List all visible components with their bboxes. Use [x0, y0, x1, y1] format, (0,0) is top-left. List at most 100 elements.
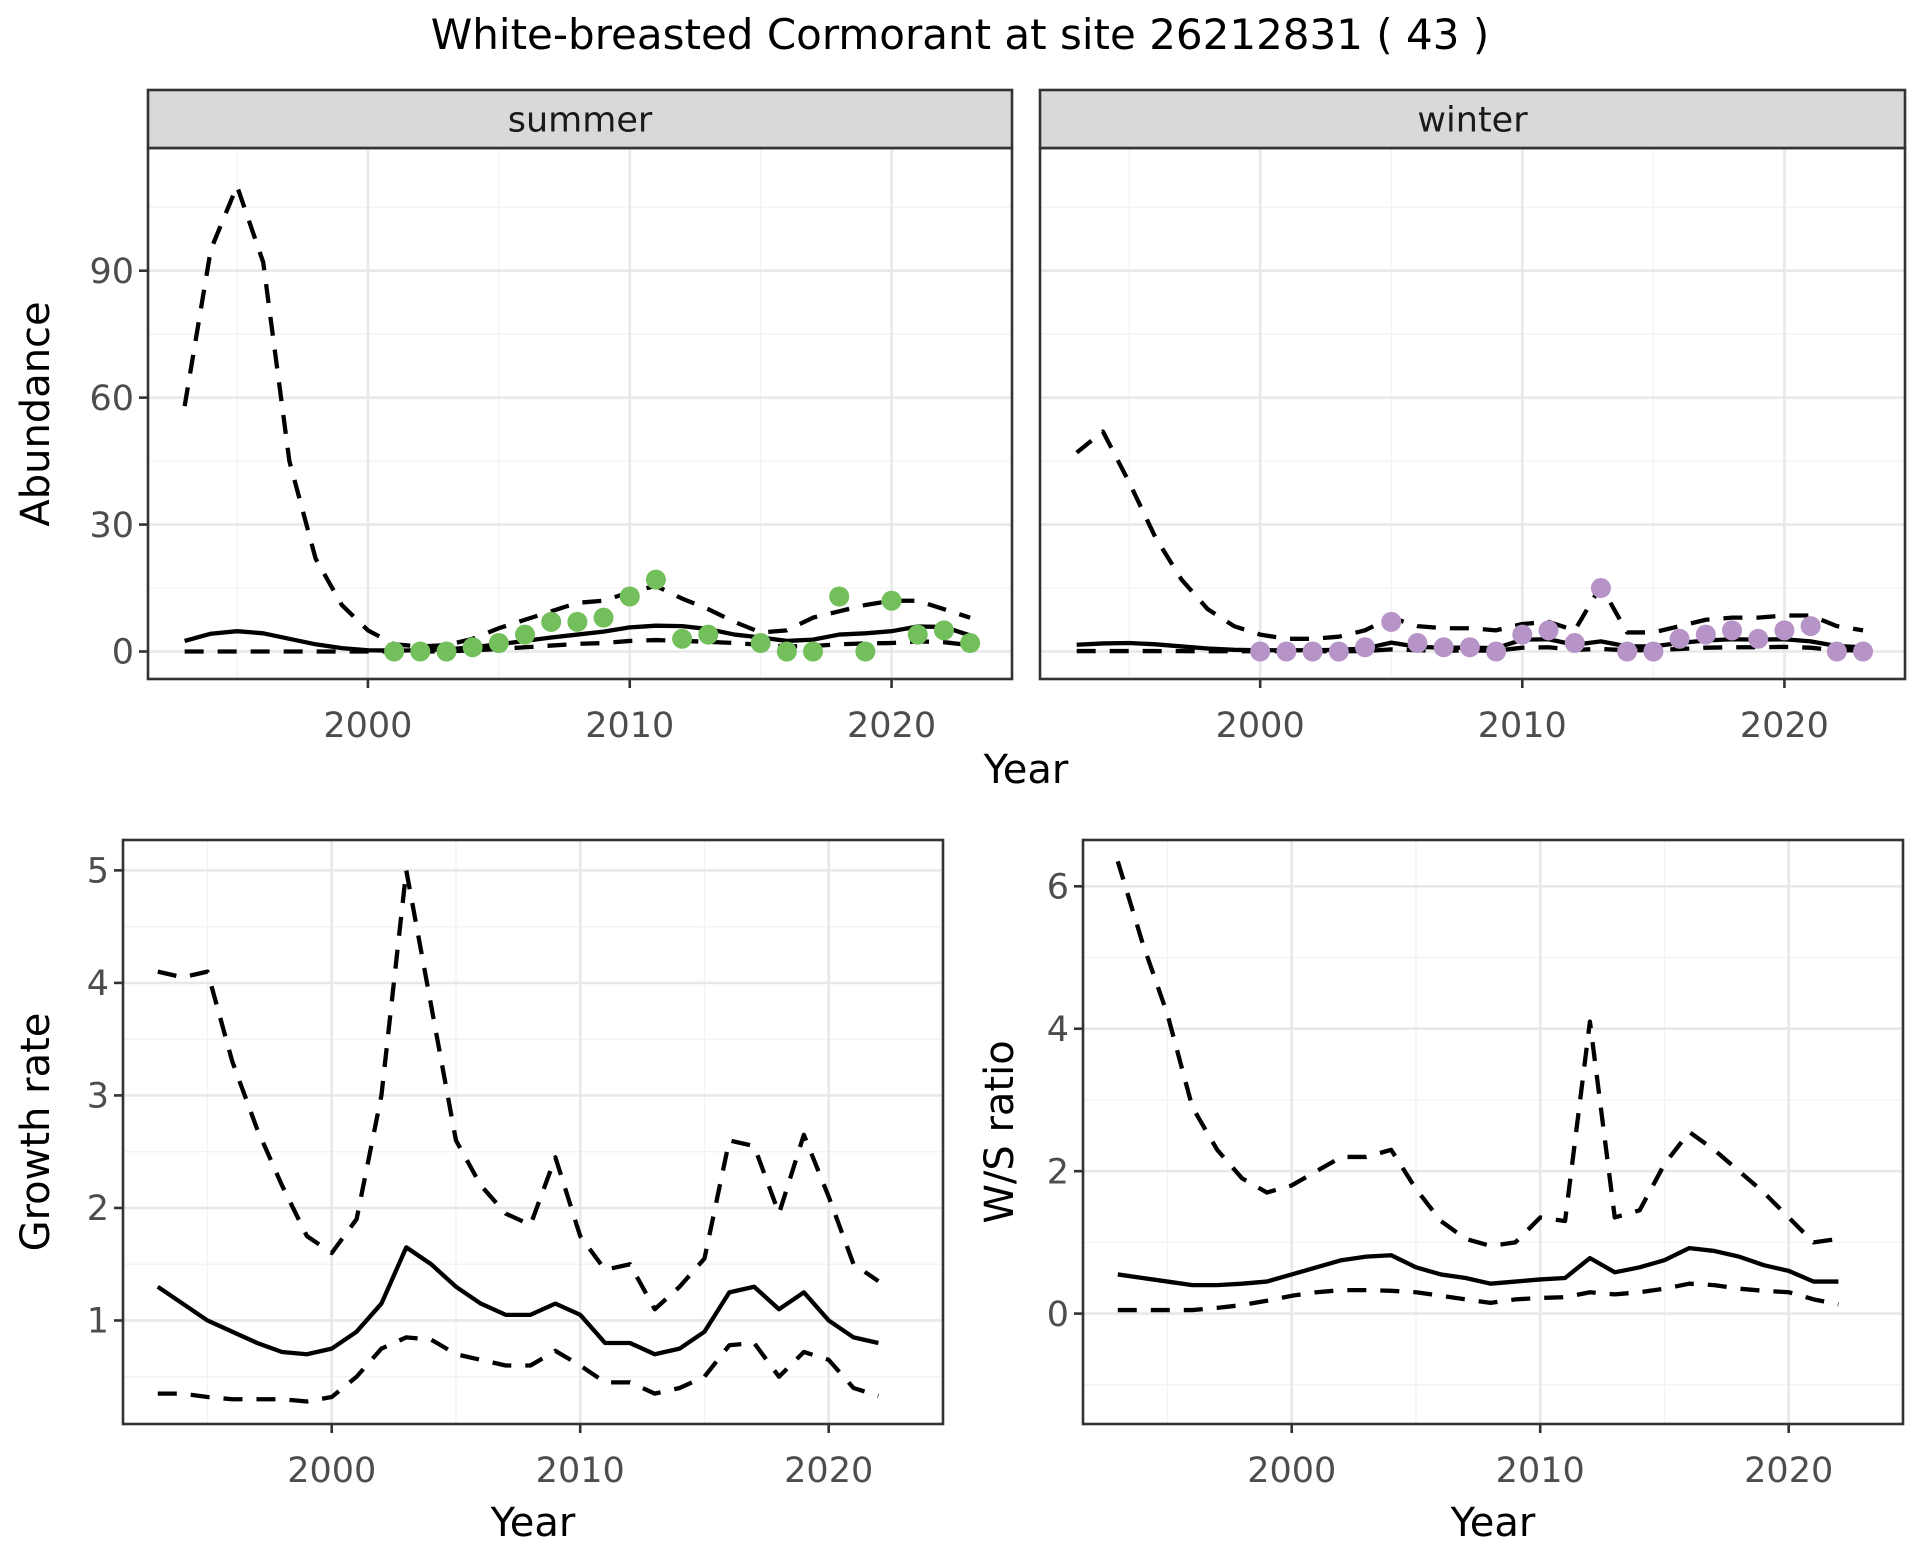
x-tick-label: 2020	[1744, 1451, 1833, 1491]
observed-point	[593, 607, 614, 628]
panel-background	[123, 840, 943, 1424]
x-tick-label: 2010	[1478, 706, 1567, 746]
series-upper-ci-line	[157, 868, 880, 1312]
growth-rate-axis-title: Growth rate	[13, 1012, 59, 1252]
facet-strip-label: summer	[508, 101, 653, 141]
y-tick-label: 60	[89, 379, 134, 419]
observed-point	[1722, 620, 1742, 641]
y-tick-label: 2	[1047, 1152, 1069, 1192]
x-tick-label: 2020	[847, 706, 936, 746]
panel-abundance-winter: 2000 2010 2020 winter	[1038, 88, 1907, 746]
series-group	[182, 183, 981, 662]
facet-strip-label: winter	[1417, 101, 1528, 141]
observed-point	[1407, 633, 1428, 654]
observed-point	[698, 624, 719, 645]
observed-point	[1433, 637, 1454, 658]
x-tick-label: 2000	[287, 1451, 376, 1491]
observed-point	[1800, 616, 1821, 637]
observed-point	[645, 569, 666, 590]
y-tick-label: 0	[112, 633, 134, 673]
series-upper-ci-line	[1075, 429, 1864, 641]
observed-point	[1617, 641, 1638, 662]
y-tick-label: 5	[87, 852, 109, 892]
panel-abundance-summer: 2000 2010 2020 0 30 60 90 summer	[89, 88, 1014, 746]
observed-point	[410, 641, 431, 662]
observed-point	[1748, 628, 1769, 649]
panel-background	[148, 148, 1012, 679]
observed-point	[672, 628, 693, 649]
observed-point	[803, 641, 824, 662]
observed-point	[776, 641, 797, 662]
series-group	[1115, 860, 1839, 1313]
abundance-axis-title: Abundance	[13, 301, 59, 527]
observed-point	[855, 641, 876, 662]
observed-point	[462, 637, 483, 658]
observed-point	[1643, 641, 1664, 662]
year-axis-title-top: Year	[983, 747, 1069, 793]
y-tick-label: 2	[87, 1189, 109, 1229]
series-upper-ci-line	[182, 183, 971, 649]
panel-background	[1083, 840, 1903, 1424]
series-upper-ci-line	[1115, 860, 1839, 1249]
panel-growth-rate: 2000 2010 2020 1 2 3 4 5	[87, 838, 945, 1491]
y-tick-label: 30	[89, 506, 134, 546]
observed-point	[488, 633, 509, 654]
observed-point	[960, 633, 981, 654]
y-tick-label: 1	[87, 1302, 109, 1342]
observed-point	[750, 633, 771, 654]
x-tick-label: 2010	[1496, 1451, 1585, 1491]
x-tick-label: 2010	[585, 706, 674, 746]
observed-point	[1564, 633, 1585, 654]
panel-ws-ratio: 2000 2010 2020 0 2 4 6	[1047, 838, 1905, 1491]
x-tick-label: 2010	[536, 1451, 625, 1491]
series-fit-line	[1117, 1245, 1839, 1288]
ws-ratio-axis-title: W/S ratio	[977, 1040, 1023, 1224]
series-lower-ci-line	[157, 1335, 880, 1404]
observed-point	[1302, 641, 1323, 662]
series-group	[156, 868, 880, 1404]
y-tick-label: 90	[89, 252, 134, 292]
y-tick-label: 4	[1047, 1010, 1069, 1050]
x-tick-label: 2020	[1740, 706, 1829, 746]
observed-point	[1355, 637, 1376, 658]
facet-strip	[1038, 88, 1907, 150]
observed-point	[619, 586, 640, 607]
observed-point	[1695, 624, 1716, 645]
observed-point	[933, 620, 954, 641]
y-tick-label: 4	[87, 964, 109, 1004]
observed-point	[1381, 611, 1402, 632]
panel-border	[121, 838, 945, 1426]
observed-point	[1774, 620, 1795, 641]
facet-strip	[146, 88, 1014, 150]
series-group	[1075, 429, 1874, 662]
observed-point	[907, 624, 928, 645]
x-tick-label: 2000	[1216, 706, 1305, 746]
observed-point	[1250, 641, 1271, 662]
observed-point	[881, 590, 902, 611]
observed-point	[1590, 578, 1611, 599]
observed-point	[1328, 641, 1349, 662]
observed-point	[1486, 641, 1507, 662]
observed-point	[1459, 637, 1480, 658]
x-tick-label: 2000	[323, 706, 412, 746]
series-fit-line	[156, 1245, 879, 1357]
observed-point	[1669, 628, 1690, 649]
observed-point	[436, 641, 457, 662]
y-tick-label: 3	[87, 1077, 109, 1117]
observed-point	[541, 611, 562, 632]
year-axis-title-ws: Year	[1450, 1500, 1536, 1546]
observed-point	[1826, 641, 1847, 662]
observed-point	[1853, 641, 1874, 662]
panel-background	[1040, 148, 1905, 679]
year-axis-title-growth: Year	[490, 1500, 576, 1546]
observed-point	[1538, 620, 1559, 641]
observed-point	[567, 611, 588, 632]
y-tick-label: 0	[1047, 1295, 1069, 1335]
observed-point	[515, 624, 536, 645]
y-tick-label: 6	[1047, 868, 1069, 908]
x-tick-label: 2020	[784, 1451, 873, 1491]
observed-point	[1512, 624, 1533, 645]
observed-point	[384, 641, 405, 662]
observed-point	[829, 586, 850, 607]
